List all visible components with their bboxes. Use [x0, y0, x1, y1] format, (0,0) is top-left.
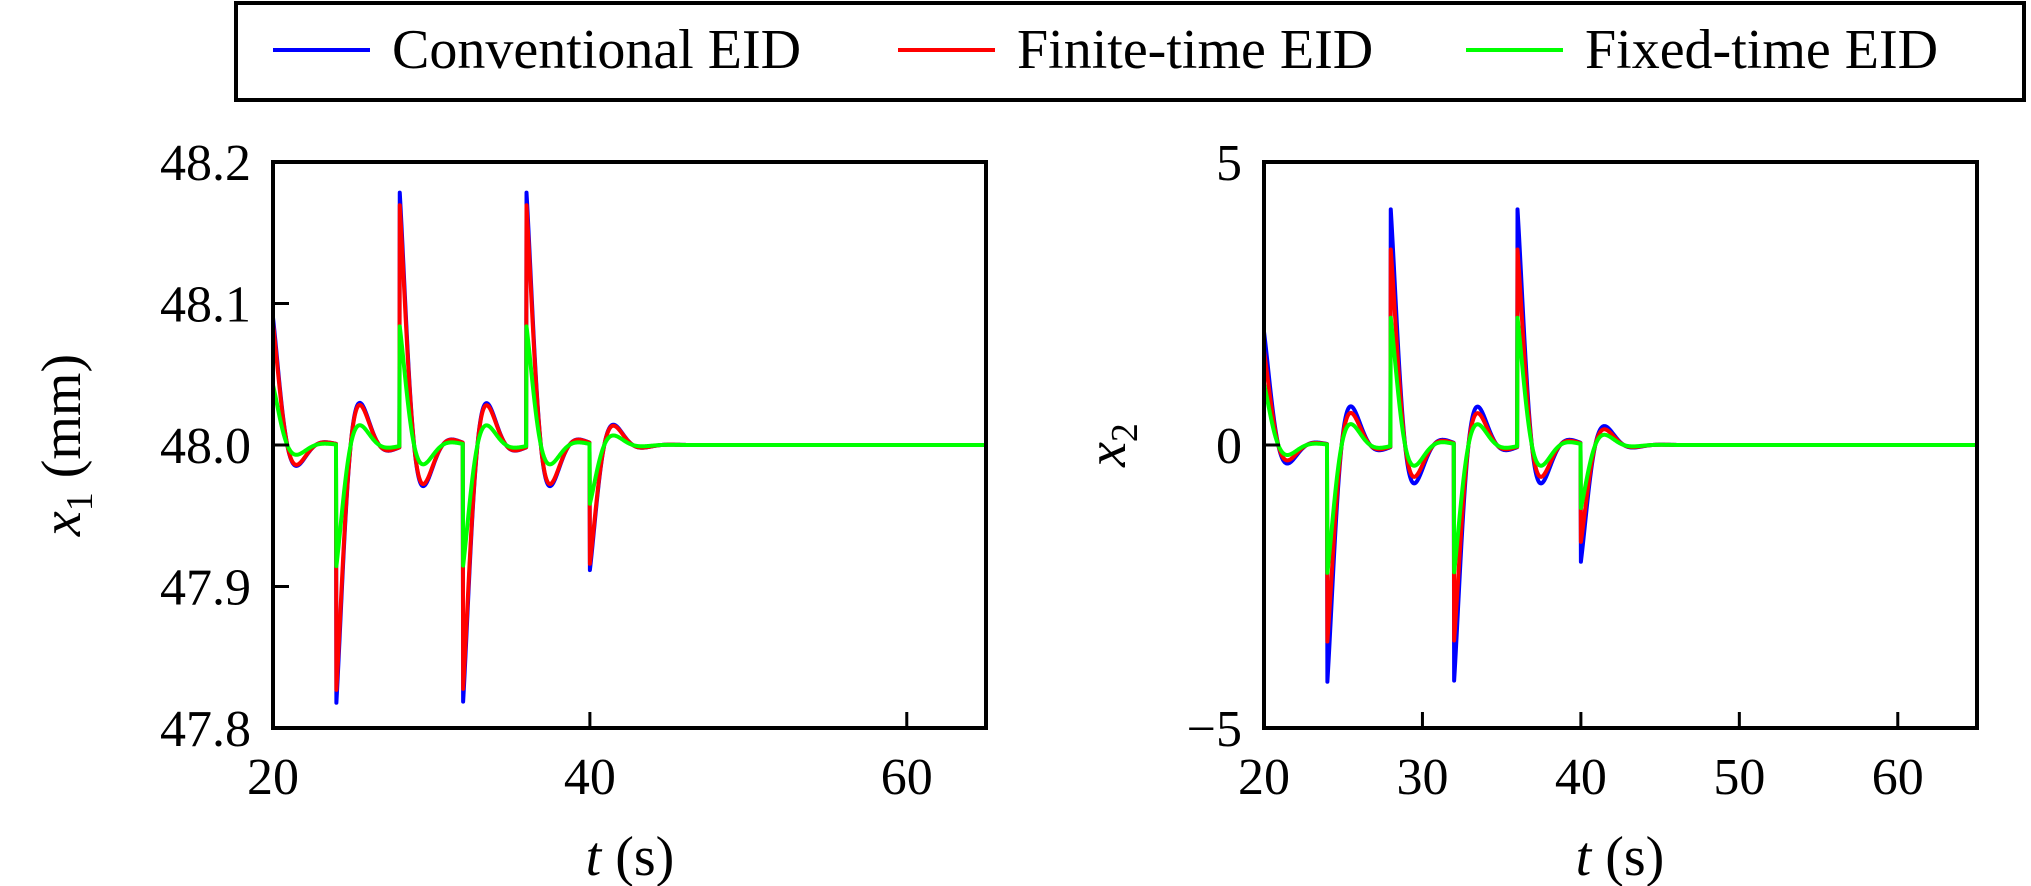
- right-x-axis-label: t (s): [1576, 826, 1665, 886]
- panel-right: 20 30 40 50 60 −5 0 5 t (s) x2: [1076, 135, 1979, 886]
- right-series-group: [1262, 207, 1979, 684]
- right-series-fixed-time-eid: [1262, 315, 1979, 575]
- right-y-tick-label: 0: [1216, 418, 1242, 475]
- left-ticks: 20 40 60 47.8 47.9 48.0 48.1 48.2: [160, 135, 933, 806]
- left-x-axis-label: t (s): [586, 826, 675, 886]
- left-y-tick-label: 48.2: [160, 135, 251, 192]
- left-series-fixed-time-eid: [271, 324, 988, 569]
- left-y-axis-label: x1 (mm): [31, 354, 101, 537]
- right-x-tick-label: 20: [1238, 749, 1290, 806]
- right-x-tick-label: 50: [1713, 749, 1765, 806]
- right-ticks: 20 30 40 50 60 −5 0 5: [1187, 135, 1924, 806]
- left-x-tick-label: 40: [564, 749, 616, 806]
- left-y-tick-label: 48.1: [160, 277, 251, 334]
- left-series-group: [271, 190, 988, 705]
- panel-left: 20 40 60 47.8 47.9 48.0 48.1 48.2 t (s) x1 (mm): [31, 135, 988, 886]
- left-y-tick-label: 47.9: [160, 560, 251, 617]
- right-x-tick-label: 60: [1872, 749, 1924, 806]
- legend-label-finite-time: Finite-time EID: [1017, 19, 1373, 81]
- legend-label-fixed-time: Fixed-time EID: [1585, 19, 1938, 81]
- left-y-tick-label: 48.0: [160, 418, 251, 475]
- left-x-tick-label: 60: [881, 749, 933, 806]
- right-y-axis-label: x2: [1076, 423, 1146, 468]
- right-y-tick-label: 5: [1216, 135, 1242, 192]
- legend-box: [234, 1, 2026, 102]
- right-y-tick-label: −5: [1187, 701, 1242, 758]
- left-y-tick-label: 47.8: [160, 701, 251, 758]
- right-x-tick-label: 30: [1396, 749, 1448, 806]
- right-x-tick-label: 40: [1555, 749, 1607, 806]
- legend-label-conventional: Conventional EID: [392, 19, 801, 81]
- legend: Conventional EID Finite-time EID Fixed-t…: [234, 1, 2026, 102]
- left-x-tick-label: 20: [247, 749, 299, 806]
